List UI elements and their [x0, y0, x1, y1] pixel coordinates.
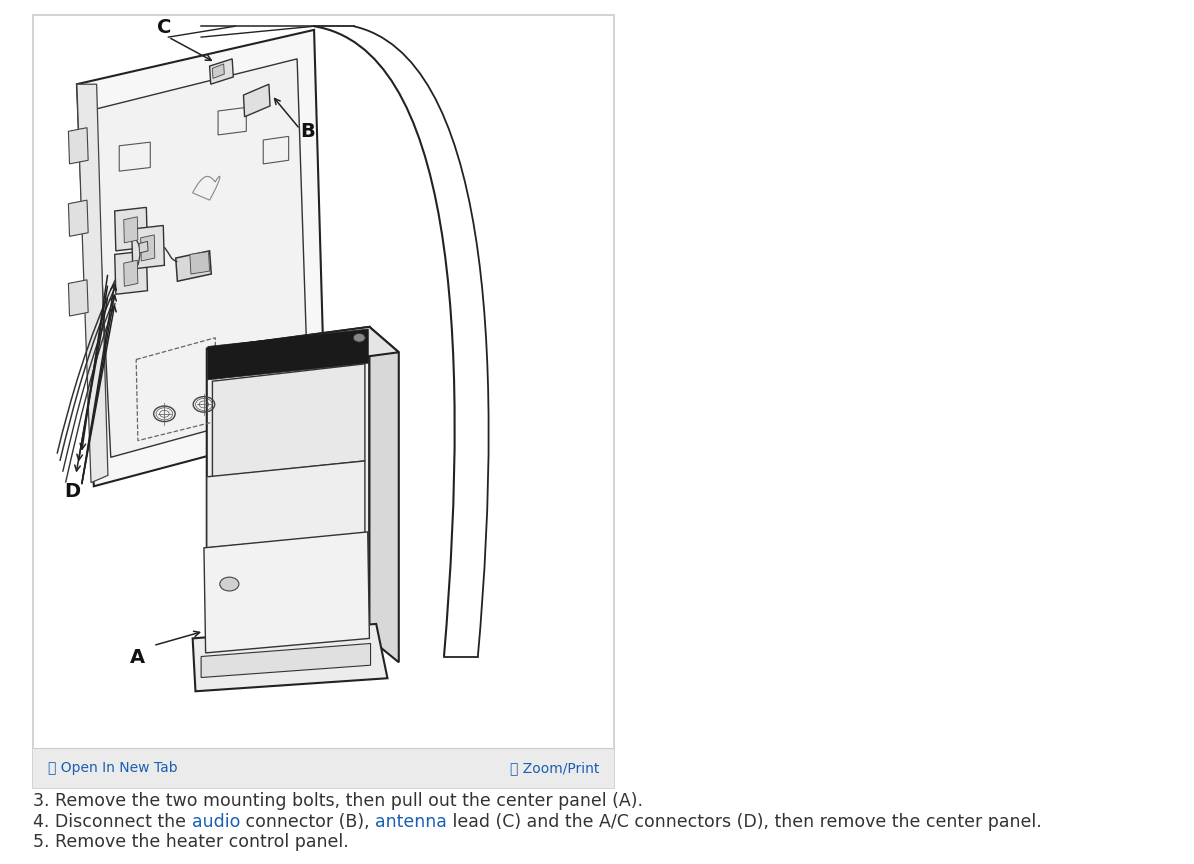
Polygon shape [176, 251, 211, 282]
Polygon shape [207, 327, 399, 374]
Polygon shape [210, 59, 233, 84]
FancyBboxPatch shape [33, 15, 614, 788]
Polygon shape [68, 128, 88, 164]
Polygon shape [213, 364, 365, 477]
Polygon shape [124, 260, 137, 286]
Polygon shape [369, 327, 399, 663]
Polygon shape [190, 251, 210, 274]
Polygon shape [192, 624, 388, 691]
Polygon shape [213, 64, 224, 79]
Circle shape [353, 334, 365, 342]
Circle shape [220, 577, 239, 591]
Polygon shape [207, 461, 365, 548]
Text: 5. Remove the heater control panel.: 5. Remove the heater control panel. [33, 834, 349, 851]
Polygon shape [76, 84, 107, 483]
Polygon shape [207, 327, 369, 658]
Text: B: B [300, 122, 315, 141]
Polygon shape [115, 251, 148, 295]
Text: 3. Remove the two mounting bolts, then pull out the center panel (A).: 3. Remove the two mounting bolts, then p… [33, 792, 644, 810]
Text: antenna: antenna [375, 813, 448, 830]
Polygon shape [124, 217, 137, 243]
Polygon shape [201, 644, 370, 677]
Polygon shape [76, 30, 325, 486]
Polygon shape [131, 226, 165, 269]
Text: 4. Disconnect the: 4. Disconnect the [33, 813, 192, 830]
Polygon shape [68, 280, 88, 316]
Polygon shape [115, 207, 148, 251]
Text: C: C [158, 18, 172, 37]
Polygon shape [94, 59, 308, 457]
Polygon shape [244, 84, 270, 117]
Text: audio: audio [192, 813, 240, 830]
Polygon shape [68, 200, 88, 237]
Text: ⌕ Zoom/Print: ⌕ Zoom/Print [510, 761, 599, 775]
Polygon shape [208, 329, 368, 380]
Polygon shape [204, 532, 369, 653]
Text: A: A [130, 649, 146, 668]
Text: ⧉ Open In New Tab: ⧉ Open In New Tab [48, 761, 178, 775]
Text: connector (B),: connector (B), [240, 813, 375, 830]
Polygon shape [139, 241, 148, 253]
Text: D: D [64, 482, 80, 501]
Text: lead (C) and the A/C connectors (D), then remove the center panel.: lead (C) and the A/C connectors (D), the… [448, 813, 1042, 830]
Polygon shape [141, 235, 155, 261]
FancyBboxPatch shape [33, 747, 614, 788]
